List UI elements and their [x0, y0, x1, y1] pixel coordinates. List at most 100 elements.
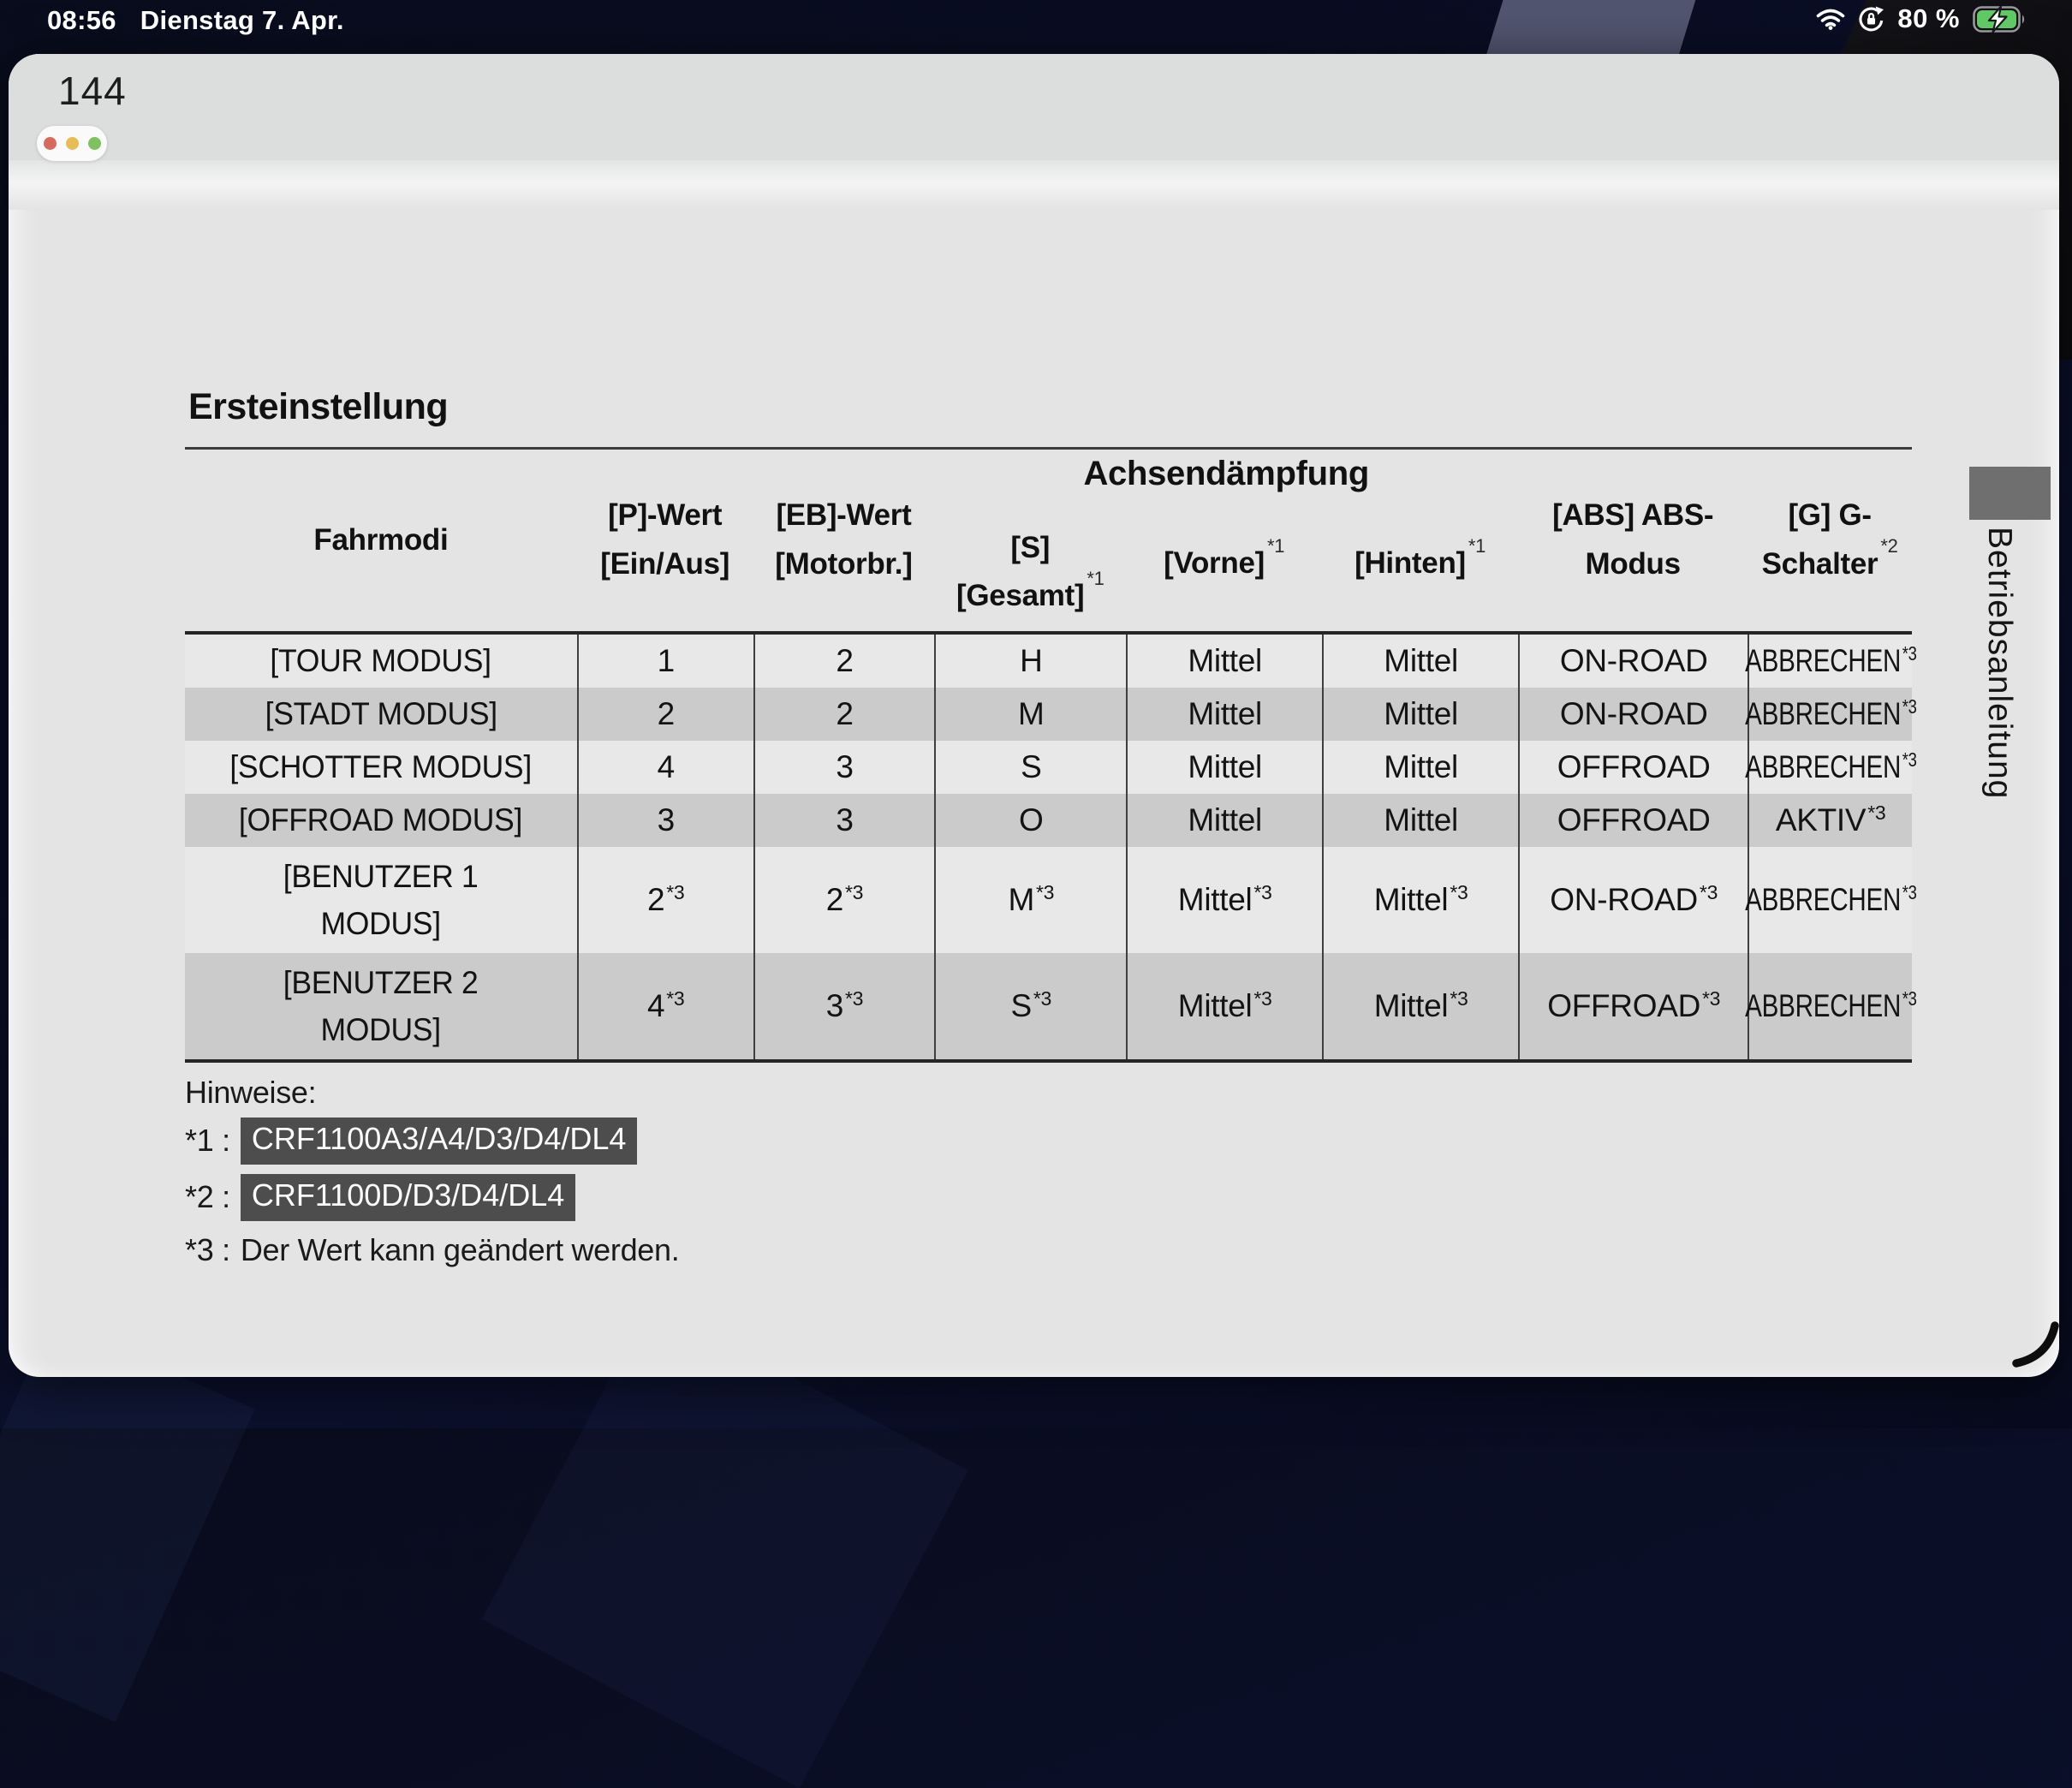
footnote-marker: *3: [1699, 881, 1718, 903]
table-cell: AKTIV*3: [1748, 794, 1912, 847]
table-row: [SCHOTTER MODUS] 4 3 S Mittel Mittel OFFROAD AB…: [185, 741, 1917, 794]
footnote-marker: *3: [1033, 987, 1052, 1010]
section-title: Ersteinstellung: [188, 386, 449, 427]
table-row: [BENUTZER 1 MODUS] 2*3 2*3 M*3 Mittel*3 Mitte…: [185, 847, 1917, 953]
minimize-button[interactable]: [65, 137, 79, 150]
page-curl-icon[interactable]: [1974, 1310, 2059, 1370]
zoom-button[interactable]: [87, 137, 101, 150]
note-marker: *3 :: [185, 1231, 230, 1267]
status-bar: 08:56 Dienstag 7. Apr. 80 %: [0, 0, 2072, 38]
window-toolbar: [9, 54, 2059, 160]
table-cell: S: [934, 741, 1126, 794]
note-text: Der Wert kann geändert werden.: [240, 1231, 680, 1267]
table-cell: Mittel*3: [1322, 847, 1518, 953]
col-header-vorne: [Vorne]*1: [1164, 534, 1285, 581]
note-line: *1 : CRF1100A3/A4/D3/D4/DL4: [185, 1118, 1912, 1165]
table-cell: [SCHOTTER MODUS]: [229, 749, 533, 785]
table-cell: Mittel: [1322, 635, 1518, 688]
battery-charging-icon: [1973, 5, 2025, 33]
footnote-marker: *3: [1902, 695, 1917, 718]
table-cell: ABBRECHEN*3: [1745, 741, 1917, 794]
table-cell: ON-ROAD: [1518, 688, 1748, 741]
note-marker: *2 :: [185, 1178, 230, 1214]
table-header-rule: [185, 631, 1912, 635]
table-cell: Mittel: [1322, 794, 1518, 847]
footnote-marker: *3: [666, 987, 685, 1010]
chapter-tab-marker: [1969, 467, 2051, 520]
table-cell: O: [934, 794, 1126, 847]
table-cell: 3: [753, 794, 935, 847]
footnote-marker: *3: [1902, 881, 1917, 903]
clock: 08:56: [47, 5, 116, 35]
note-line: *3 : Der Wert kann geändert werden.: [185, 1231, 1912, 1271]
col-header-g-schalter: [G] G- Schalter*2: [1761, 498, 1898, 581]
model-code-chip: CRF1100D/D3/D4/DL4: [240, 1173, 576, 1221]
footnote-marker: *3: [1450, 881, 1468, 903]
date: Dienstag 7. Apr.: [140, 5, 344, 35]
wallpaper-streak: [0, 1319, 255, 1723]
table-cell: 4: [576, 741, 753, 794]
table-cell: OFFROAD*3: [1518, 953, 1748, 1059]
window-controls[interactable]: [37, 126, 107, 161]
footnote-marker: *3: [1702, 987, 1721, 1010]
table-row: [TOUR MODUS] 1 2 H Mittel Mittel ON-ROAD ABBREC…: [185, 635, 1917, 688]
table-cell: 3: [753, 741, 935, 794]
table-cell: [STADT MODUS]: [265, 696, 497, 732]
footnote-marker: *2: [1880, 535, 1898, 557]
table-cell: ABBRECHEN*3: [1745, 953, 1917, 1059]
table-cell: 2: [753, 688, 935, 741]
table-top-rule: [185, 447, 1912, 450]
table-header: Achsendämpfung Fahrmodi [P]-Wert [Ein/Au…: [185, 450, 1912, 631]
table-cell: Mittel*3: [1322, 953, 1518, 1059]
table-cell: Mittel: [1126, 741, 1322, 794]
col-header-hinten: [Hinten]*1: [1355, 534, 1486, 581]
footnote-marker: *1: [1468, 534, 1486, 557]
table-bottom-rule: [185, 1059, 1912, 1063]
footnote-marker: *3: [1902, 987, 1917, 1010]
footnote-marker: *1: [1087, 567, 1104, 589]
battery-percent: 80 %: [1897, 3, 1960, 33]
table-cell: S*3: [934, 953, 1126, 1059]
group-header: Achsendämpfung: [1083, 455, 1370, 492]
footnote-marker: *3: [1253, 881, 1272, 903]
table-cell: 1: [576, 635, 753, 688]
pdf-page: Ersteinstellung Achsendämpfung Fahrmodi …: [185, 386, 1917, 1279]
table-row: [STADT MODUS] 2 2 M Mittel Mittel ON-ROAD ABBRE…: [185, 688, 1917, 741]
col-header-gesamt: [S] [Gesamt]*1: [956, 530, 1104, 613]
table-cell: M*3: [934, 847, 1126, 953]
close-button[interactable]: [43, 137, 57, 150]
table-cell: [BENUTZER 2 MODUS]: [283, 964, 479, 1048]
col-header-eb-wert: [EB]-Wert [Motorbr.]: [775, 498, 913, 581]
table-cell: 3: [576, 794, 753, 847]
col-header-fahrmodi: Fahrmodi: [313, 522, 449, 557]
footnote-marker: *3: [666, 881, 685, 903]
col-header-p-wert: [P]-Wert [Ein/Aus]: [600, 498, 730, 581]
table-cell: Mittel: [1322, 741, 1518, 794]
footnote-marker: *3: [1902, 748, 1917, 771]
table-cell: ABBRECHEN*3: [1745, 847, 1917, 953]
notes-label: Hinweise:: [185, 1075, 317, 1110]
table-cell: Mittel*3: [1126, 953, 1322, 1059]
footnote-marker: *3: [1035, 881, 1055, 903]
table-cell: M: [934, 688, 1126, 741]
document-viewer-window: 144 Ersteinstellung Achsendämpfung Fahrm…: [9, 54, 2059, 1377]
table-cell: [BENUTZER 1 MODUS]: [283, 858, 479, 942]
table-cell: 3*3: [753, 953, 935, 1059]
notes-list: *1 : CRF1100A3/A4/D3/D4/DL4 *2 : CRF1100D/D…: [185, 1118, 1912, 1270]
table-row: [BENUTZER 2 MODUS] 4*3 3*3 S*3 Mittel*3 Mitte…: [185, 953, 1917, 1059]
table-cell: [OFFROAD MODUS]: [239, 802, 523, 838]
toolbar-glow: [9, 160, 2059, 210]
note-marker: *1 :: [185, 1123, 230, 1158]
table-cell: Mittel: [1126, 635, 1322, 688]
table-cell: Mittel*3: [1126, 847, 1322, 953]
model-code-chip: CRF1100A3/A4/D3/D4/DL4: [240, 1118, 638, 1165]
wifi-icon: [1817, 9, 1845, 30]
table-cell: 4*3: [576, 953, 753, 1059]
table-cell: Mittel: [1322, 688, 1518, 741]
footnote-marker: *3: [1450, 987, 1468, 1010]
footnote-marker: *3: [1867, 802, 1886, 824]
table-row: [OFFROAD MODUS] 3 3 O Mittel Mittel OFFROAD AKT…: [185, 794, 1912, 847]
chapter-tab-label: Betriebsanleitung: [1981, 527, 2018, 800]
footnote-marker: *3: [1902, 642, 1917, 665]
table-cell: H: [934, 635, 1126, 688]
